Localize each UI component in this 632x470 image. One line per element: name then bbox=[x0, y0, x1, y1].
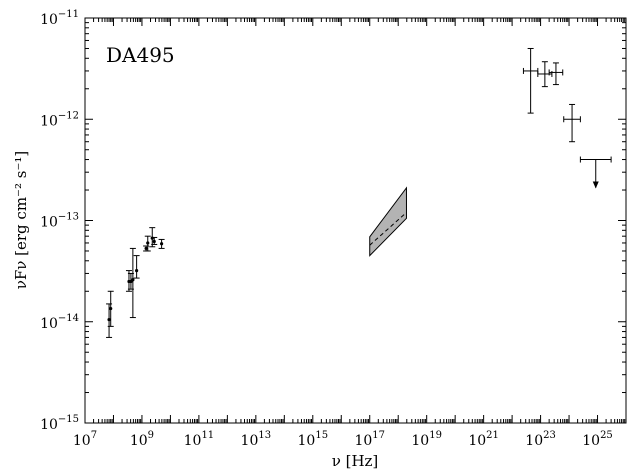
x-tick-label: 1025 bbox=[582, 430, 613, 449]
x-tick-label: 1019 bbox=[411, 430, 442, 449]
x-tick-label: 109 bbox=[130, 430, 154, 449]
radio-point bbox=[144, 246, 148, 251]
chart-title: DA495 bbox=[106, 43, 175, 67]
xray-band bbox=[369, 186, 407, 257]
y-axis-label: νFν [erg cm⁻² s⁻¹] bbox=[12, 151, 30, 290]
x-tick-label: 1013 bbox=[241, 430, 272, 449]
axis-tick-labels: 107 109 1011 1013 1015 1017 1019 1021 1023 1025 10… bbox=[40, 9, 613, 449]
y-tick-label: 10−12 bbox=[40, 110, 79, 129]
x-axis-label: ν [Hz] bbox=[332, 452, 379, 470]
radio-point bbox=[146, 241, 150, 245]
x-tick-label: 1021 bbox=[468, 430, 499, 449]
y-tick-label: 10−11 bbox=[40, 9, 79, 28]
x-tick-label: 107 bbox=[73, 430, 97, 449]
gamma-upper-limit-arrow bbox=[592, 181, 599, 189]
radio-point bbox=[131, 278, 135, 282]
y-tick-label: 10−13 bbox=[40, 212, 79, 231]
x-tick-label: 1011 bbox=[184, 430, 215, 449]
y-tick-label: 10−14 bbox=[40, 313, 79, 332]
x-tick-label: 1015 bbox=[298, 430, 329, 449]
radio-point bbox=[109, 306, 113, 311]
radio-point bbox=[107, 318, 111, 322]
radio-point bbox=[135, 269, 139, 273]
x-tick-label: 1023 bbox=[525, 430, 556, 449]
data-series bbox=[106, 47, 612, 338]
radio-point bbox=[159, 242, 164, 246]
x-tick-label: 1017 bbox=[354, 430, 385, 449]
xray-band-midline bbox=[369, 212, 407, 246]
y-tick-label: 10−15 bbox=[40, 414, 79, 433]
radio-point bbox=[152, 239, 156, 244]
axis-ticks bbox=[84, 17, 627, 424]
